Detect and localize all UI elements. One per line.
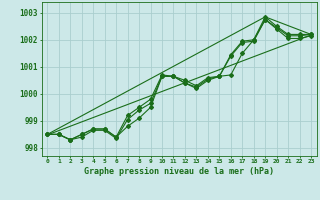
- X-axis label: Graphe pression niveau de la mer (hPa): Graphe pression niveau de la mer (hPa): [84, 167, 274, 176]
